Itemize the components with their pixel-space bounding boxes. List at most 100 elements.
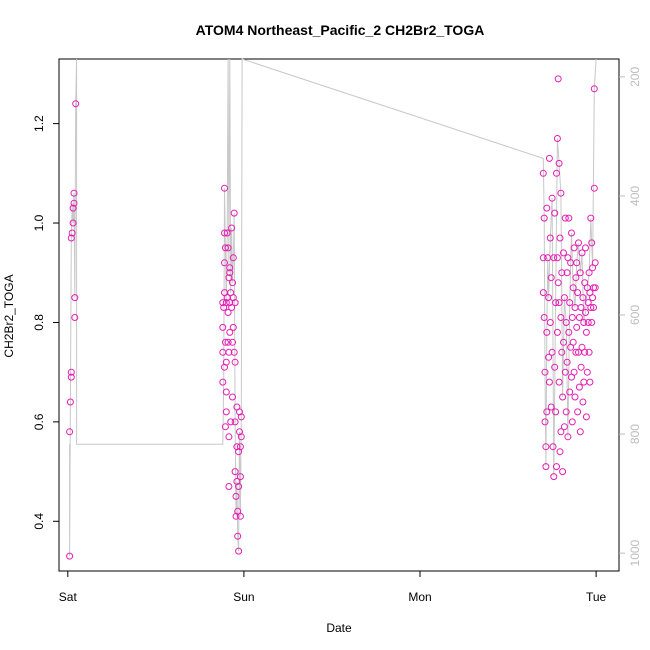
data-point-141 xyxy=(566,388,574,396)
y2-tick-label-3: 800 xyxy=(628,424,642,444)
data-point-147 xyxy=(568,418,576,426)
data-point-25 xyxy=(221,244,229,252)
y-tick-label-3: 1.0 xyxy=(32,214,46,231)
data-point-21 xyxy=(221,259,228,267)
data-point-72 xyxy=(236,512,244,520)
data-point-197 xyxy=(590,184,598,192)
data-point-24 xyxy=(221,338,229,346)
data-point-55 xyxy=(230,209,238,217)
data-point-178 xyxy=(582,328,590,336)
data-point-129 xyxy=(560,423,568,431)
plot-frame xyxy=(58,58,620,572)
data-point-4 xyxy=(67,368,75,376)
data-point-189 xyxy=(587,304,595,311)
data-point-42 xyxy=(226,269,234,277)
data-point-103 xyxy=(551,209,559,217)
data-point-27 xyxy=(222,408,230,416)
data-point-173 xyxy=(580,378,588,386)
data-point-165 xyxy=(576,428,584,436)
data-point-119 xyxy=(557,189,565,197)
data-point-97 xyxy=(547,403,555,411)
data-point-47 xyxy=(228,304,236,311)
data-point-133 xyxy=(562,408,570,416)
data-point-75 xyxy=(237,413,245,421)
y2-tick-label-0: 200 xyxy=(628,67,642,87)
data-point-54 xyxy=(230,348,238,356)
data-point-122 xyxy=(558,348,566,356)
data-point-154 xyxy=(572,274,580,282)
data-point-30 xyxy=(222,299,230,307)
data-point-118 xyxy=(556,448,564,456)
data-point-153 xyxy=(571,393,579,401)
data-point-198 xyxy=(591,259,599,267)
y-axis: 0.4 0.6 0.8 1.0 1.2 xyxy=(32,115,59,530)
data-point-176 xyxy=(582,309,589,316)
x-tick-label-0: Sat xyxy=(59,590,78,604)
y2-tick-label-4: 1000 xyxy=(628,539,642,566)
data-point-88 xyxy=(543,204,551,212)
data-point-108 xyxy=(553,463,560,471)
data-point-151 xyxy=(570,368,578,376)
data-point-32 xyxy=(223,229,231,237)
data-point-5 xyxy=(67,234,75,242)
data-point-117 xyxy=(556,234,564,242)
data-point-123 xyxy=(558,269,566,277)
data-point-90 xyxy=(545,294,553,302)
data-point-113 xyxy=(554,279,562,287)
x-axis-label: Date xyxy=(326,621,352,635)
data-point-146 xyxy=(568,314,576,321)
data-point-163 xyxy=(575,383,583,391)
data-point-171 xyxy=(579,398,587,406)
data-point-109 xyxy=(553,135,561,142)
data-point-19 xyxy=(221,184,228,192)
data-point-157 xyxy=(573,323,581,331)
data-point-160 xyxy=(575,239,582,247)
data-point-62 xyxy=(233,478,241,485)
data-point-170 xyxy=(579,294,587,302)
data-point-76 xyxy=(237,433,245,441)
y2-tick-label-1: 400 xyxy=(628,186,642,206)
data-point-81 xyxy=(540,314,548,321)
data-point-51 xyxy=(229,254,237,262)
data-point-179 xyxy=(582,413,590,421)
data-point-2 xyxy=(66,398,74,406)
data-point-114 xyxy=(555,159,563,167)
data-point-56 xyxy=(231,299,239,307)
data-point-181 xyxy=(583,368,591,376)
data-point-124 xyxy=(559,393,567,401)
data-point-34 xyxy=(224,309,232,316)
data-point-144 xyxy=(568,229,575,237)
data-point-128 xyxy=(560,294,568,302)
data-point-135 xyxy=(563,358,571,366)
x-tick-label-3: Tue xyxy=(586,590,607,604)
data-point-86 xyxy=(543,408,551,416)
data-point-110 xyxy=(553,254,561,262)
data-point-28 xyxy=(222,388,230,396)
data-point-84 xyxy=(542,443,550,451)
data-point-36 xyxy=(225,274,233,282)
x-tick-label-1: Sun xyxy=(233,590,254,604)
data-point-111 xyxy=(553,328,561,336)
y2-tick-label-2: 600 xyxy=(628,305,642,325)
chart-title: ATOM4 Northeast_Pacific_2 CH2Br2_TOGA xyxy=(196,22,485,38)
data-point-80 xyxy=(540,214,548,222)
data-point-78 xyxy=(539,254,547,262)
data-point-106 xyxy=(552,408,560,416)
data-point-6 xyxy=(68,229,76,237)
data-point-10 xyxy=(70,189,78,197)
data-point-155 xyxy=(572,348,580,356)
y-tick-label-1: 0.6 xyxy=(32,413,46,430)
data-point-12 xyxy=(71,294,79,302)
data-point-79 xyxy=(539,289,547,297)
data-point-91 xyxy=(545,353,553,361)
data-point-150 xyxy=(570,244,578,252)
data-point-17 xyxy=(219,299,227,307)
data-point-121 xyxy=(557,428,565,436)
data-point-159 xyxy=(574,408,582,416)
data-point-185 xyxy=(585,348,593,356)
data-point-87 xyxy=(543,328,551,336)
data-point-96 xyxy=(547,274,555,282)
data-point-39 xyxy=(225,483,233,490)
data-point-74 xyxy=(236,443,244,451)
